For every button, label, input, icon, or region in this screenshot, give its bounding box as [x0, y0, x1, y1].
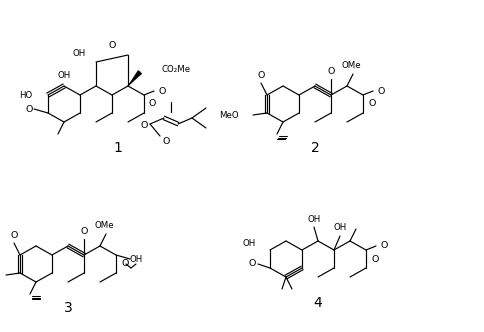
Text: O: O [248, 260, 256, 269]
Text: O: O [80, 226, 88, 235]
Text: O: O [108, 41, 116, 49]
Text: O: O [148, 100, 156, 109]
Polygon shape [128, 70, 142, 86]
Text: MeO: MeO [219, 111, 239, 120]
Text: O: O [25, 105, 33, 114]
Text: 4: 4 [314, 296, 322, 310]
Text: OMe: OMe [341, 60, 361, 69]
Text: OMe: OMe [94, 220, 114, 229]
Text: OH: OH [58, 71, 71, 80]
Text: 2: 2 [311, 141, 319, 155]
Text: HO: HO [19, 91, 32, 100]
Text: OH: OH [73, 49, 86, 58]
Text: OH: OH [307, 214, 320, 223]
Text: OH: OH [129, 256, 143, 265]
Text: O: O [158, 87, 166, 96]
Text: O: O [371, 255, 378, 264]
Text: O: O [140, 122, 148, 130]
Text: CO₂Me: CO₂Me [162, 65, 191, 74]
Text: 3: 3 [63, 301, 73, 315]
Text: O: O [162, 137, 170, 146]
Text: O: O [121, 260, 129, 269]
Text: O: O [378, 87, 385, 96]
Text: O: O [368, 100, 376, 109]
Text: O: O [257, 70, 265, 79]
Text: OH: OH [333, 223, 347, 232]
Text: OH: OH [243, 239, 256, 248]
Text: O: O [327, 66, 335, 75]
Text: O: O [10, 230, 18, 239]
Text: O: O [380, 241, 388, 251]
Text: 1: 1 [114, 141, 122, 155]
